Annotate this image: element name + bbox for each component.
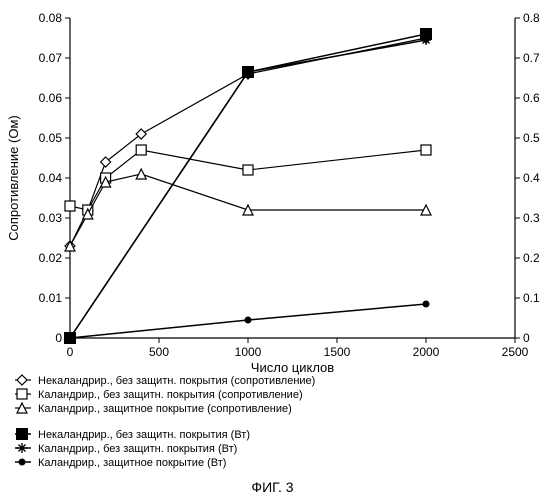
y-left-tick-label: 0.07 [39, 51, 63, 65]
legend-label-s6: Каландрир., защитное покрытие (Вт) [38, 457, 226, 469]
legend-label-s5: Каландрир., без защитн. покрытия (Вт) [38, 443, 237, 455]
y-left-axis-label: Сопротивление (Ом) [6, 115, 21, 240]
legend-label-s3: Каландрир., защитное покрытие (сопротивл… [38, 403, 292, 415]
y-right-tick-label: 0.3 [523, 211, 540, 225]
x-tick-label: 0 [67, 345, 74, 359]
legend-label-s1: Некаландрир., без защитн. покрытия (сопр… [38, 375, 315, 387]
x-tick-label: 1000 [235, 345, 262, 359]
y-right-tick-label: 0.4 [523, 171, 540, 185]
y-left-tick-label: 0.03 [39, 211, 63, 225]
chart-root: 0 500 1000 1500 2000 2500 Число циклов 0 0.01 0.0… [0, 0, 545, 500]
y-right-tick-label: 0.7 [523, 51, 540, 65]
y-left-tick-label: 0.08 [39, 11, 63, 25]
x-tick-label: 2500 [502, 345, 529, 359]
y-right-tick-label: 0.6 [523, 91, 540, 105]
y-right-tick-label: 0.8 [523, 11, 540, 25]
x-tick-label: 1500 [324, 345, 351, 359]
y-right-tick-label: 0.2 [523, 251, 540, 265]
y-left-tick-label: 0 [55, 331, 62, 345]
y-left-tick-label: 0.06 [39, 91, 63, 105]
legend-label-s2: Каландрир., без защитн. покрытия (сопрот… [38, 389, 303, 401]
y-left-tick-label: 0.04 [39, 171, 63, 185]
y-left-tick-label: 0.05 [39, 131, 63, 145]
figure-caption: ФИГ. 3 [251, 479, 293, 495]
x-axis-label: Число циклов [251, 360, 335, 375]
x-tick-label: 500 [149, 345, 169, 359]
y-right-tick-label: 0.5 [523, 131, 540, 145]
chart-svg: 0 500 1000 1500 2000 2500 Число циклов 0 0.01 0.0… [0, 0, 545, 500]
y-left-tick-label: 0.01 [39, 291, 63, 305]
y-right-tick-label: 0 [523, 331, 530, 345]
y-left-tick-label: 0.02 [39, 251, 63, 265]
legend-label-s4: Некаландрир., без защитн. покрытия (Вт) [38, 429, 250, 441]
x-tick-label: 2000 [413, 345, 440, 359]
y-right-tick-label: 0.1 [523, 291, 540, 305]
